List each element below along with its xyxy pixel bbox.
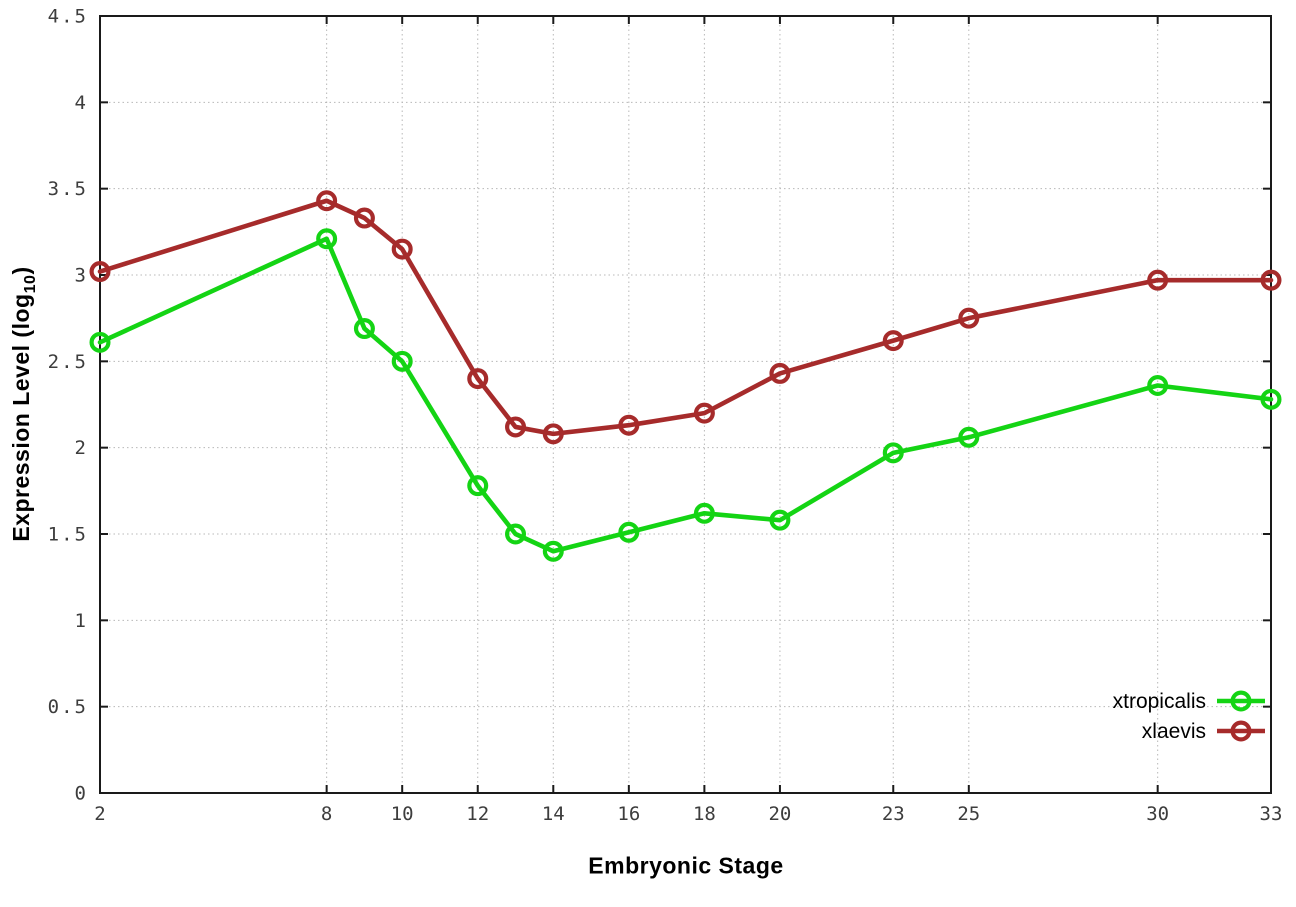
y-axis-label-text: Expression Level (log [8, 293, 34, 542]
y-tick-label-2.5: 2.5 [48, 351, 88, 373]
marker-xlaevis-14 [542, 423, 564, 445]
marker-xtropicalis-2 [89, 331, 111, 353]
x-tick-label-10: 10 [391, 803, 414, 825]
x-tick-label-14: 14 [542, 803, 565, 825]
y-axis-label-subscript: 10 [21, 274, 39, 294]
marker-xlaevis-20 [769, 362, 791, 384]
legend: xtropicalis xlaevis [1113, 690, 1265, 743]
marker-xlaevis-10 [391, 238, 413, 260]
marker-xlaevis-33 [1260, 269, 1282, 291]
legend-sample-marker-xlaevis [1230, 720, 1252, 742]
y-axis-label: Expression Level (log10) [8, 266, 40, 541]
y-axis-label-suffix: ) [8, 266, 34, 275]
y-tick-label-3.5: 3.5 [48, 178, 88, 200]
x-tick-label-20: 20 [768, 803, 791, 825]
x-tick-label-33: 33 [1260, 803, 1283, 825]
legend-label-xlaevis: xlaevis [1142, 720, 1206, 743]
y-tick-label-1.5: 1.5 [48, 524, 88, 546]
marker-xlaevis-18 [693, 402, 715, 424]
x-tick-label-25: 25 [957, 803, 980, 825]
marker-xtropicalis-14 [542, 540, 564, 562]
marker-xtropicalis-33 [1260, 388, 1282, 410]
y-tick-label-4.5: 4.5 [48, 6, 88, 28]
marker-xlaevis-23 [882, 330, 904, 352]
marker-xtropicalis-9 [353, 318, 375, 340]
y-tick-label-0.5: 0.5 [48, 696, 88, 718]
x-tick-label-23: 23 [882, 803, 905, 825]
marker-xlaevis-2 [89, 261, 111, 283]
legend-entry-xtropicalis: xtropicalis [1113, 690, 1265, 713]
x-tick-label-18: 18 [693, 803, 716, 825]
marker-xlaevis-8 [316, 190, 338, 212]
y-tick-label-2: 2 [75, 437, 88, 459]
marker-xlaevis-16 [618, 414, 640, 436]
y-tick-label-4: 4 [75, 92, 88, 114]
series-xlaevis [89, 190, 1282, 445]
series-xtropicalis [89, 228, 1282, 562]
marker-xtropicalis-12 [467, 475, 489, 497]
legend-label-xtropicalis: xtropicalis [1113, 690, 1206, 713]
x-tick-label-16: 16 [617, 803, 640, 825]
y-tick-label-1: 1 [75, 610, 88, 632]
marker-xlaevis-9 [353, 207, 375, 229]
marker-xtropicalis-30 [1147, 375, 1169, 397]
marker-xtropicalis-23 [882, 442, 904, 464]
x-tick-label-12: 12 [466, 803, 489, 825]
marker-xtropicalis-25 [958, 426, 980, 448]
y-tick-label-3: 3 [75, 265, 88, 287]
marker-xlaevis-25 [958, 307, 980, 329]
marker-xtropicalis-20 [769, 509, 791, 531]
y-tick-label-0: 0 [75, 783, 88, 805]
legend-sample-marker-xtropicalis [1230, 690, 1252, 712]
x-tick-label-8: 8 [321, 803, 332, 825]
legend-entry-xlaevis: xlaevis [1142, 720, 1265, 743]
marker-xlaevis-13 [505, 416, 527, 438]
plot-border [99, 15, 1272, 794]
marker-xtropicalis-8 [316, 228, 338, 250]
series-line-xtropicalis [97, 236, 1274, 554]
x-tick-label-2: 2 [94, 803, 105, 825]
marker-xlaevis-30 [1147, 269, 1169, 291]
marker-xlaevis-12 [467, 368, 489, 390]
marker-xtropicalis-13 [505, 523, 527, 545]
marker-xtropicalis-18 [693, 502, 715, 524]
series-line-xlaevis [97, 198, 1274, 437]
marker-xtropicalis-10 [391, 350, 413, 372]
tick-marks [99, 15, 1272, 794]
x-tick-label-30: 30 [1146, 803, 1169, 825]
marker-xtropicalis-16 [618, 521, 640, 543]
gridlines [100, 16, 1271, 793]
x-axis-label: Embryonic Stage [588, 852, 784, 879]
